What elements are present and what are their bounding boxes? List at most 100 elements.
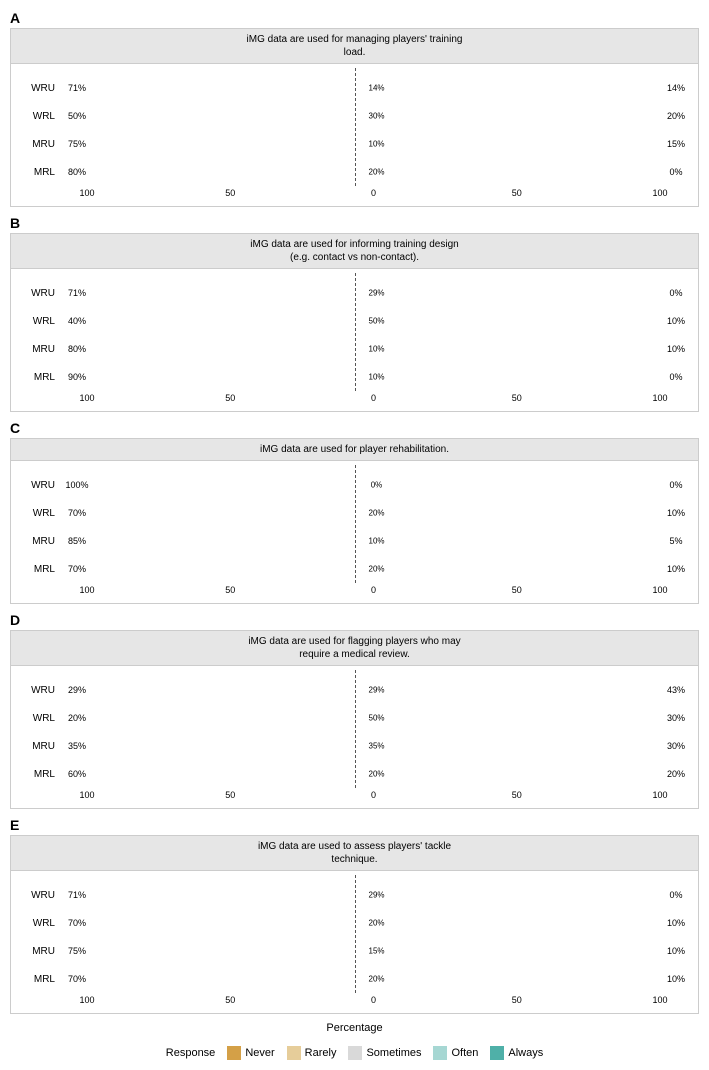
y-label: MRL: [17, 167, 61, 178]
chart-row: MRU85%10%5%: [17, 529, 692, 553]
right-pct-label: 10%: [660, 918, 692, 928]
legend-label: Often: [451, 1047, 478, 1059]
plot-area: WRU71%14%14%WRL50%30%20%MRU75%10%15%MRL8…: [10, 63, 699, 207]
chart-row: WRU71%29%0%: [17, 281, 692, 305]
panel-title: iMG data are used for informing training…: [10, 233, 699, 268]
chart-row: MRL70%20%10%: [17, 967, 692, 991]
left-pct-label: 71%: [61, 288, 93, 298]
chart-row: MRL90%10%0%: [17, 365, 692, 389]
chart-row: MRL70%20%10%: [17, 557, 692, 581]
right-pct-label: 43%: [660, 685, 692, 695]
bar-track: 10%: [93, 340, 660, 358]
bar-track: 29%: [93, 886, 660, 904]
right-pct-label: 14%: [660, 83, 692, 93]
panel-title: iMG data are used for flagging players w…: [10, 630, 699, 665]
chart-row: MRU80%10%10%: [17, 337, 692, 361]
legend-title: Response: [166, 1047, 216, 1059]
legend-swatch: [227, 1046, 241, 1060]
left-pct-label: 50%: [61, 111, 93, 121]
bar-track: 20%: [93, 970, 660, 988]
plot-area: WRU100%0%0%WRL70%20%10%MRU85%10%5%MRL70%…: [10, 460, 699, 604]
legend-label: Never: [245, 1047, 274, 1059]
y-label: WRU: [17, 83, 61, 94]
right-pct-label: 0%: [660, 890, 692, 900]
bar-track: 50%: [93, 312, 660, 330]
mid-pct-label: 20%: [368, 770, 384, 779]
chart-row: WRL50%30%20%: [17, 104, 692, 128]
left-pct-label: 40%: [61, 316, 93, 326]
chart-row: MRU75%10%15%: [17, 132, 692, 156]
panel-letter: A: [10, 10, 699, 26]
mid-pct-label: 20%: [368, 168, 384, 177]
y-label: WRL: [17, 918, 61, 929]
left-pct-label: 90%: [61, 372, 93, 382]
x-axis: 10050050100: [17, 188, 692, 202]
left-pct-label: 35%: [61, 741, 93, 751]
y-label: WRL: [17, 316, 61, 327]
x-tick: 0: [371, 393, 376, 403]
right-pct-label: 10%: [660, 946, 692, 956]
x-axis: 10050050100: [17, 995, 692, 1009]
bar-track: 29%: [93, 284, 660, 302]
chart-row: WRU71% 29% 0%: [17, 883, 692, 907]
bar-track: 20%: [93, 163, 660, 181]
panel-a: AiMG data are used for managing players'…: [10, 10, 699, 207]
chart-container: AiMG data are used for managing players'…: [10, 10, 699, 1060]
x-tick: 50: [225, 790, 235, 800]
right-pct-label: 5%: [660, 536, 692, 546]
left-pct-label: 85%: [61, 536, 93, 546]
left-pct-label: 29%: [61, 685, 93, 695]
right-pct-label: 10%: [660, 564, 692, 574]
x-axis-label: Percentage: [10, 1022, 699, 1034]
bar-track: 20%: [93, 560, 660, 578]
bar-track: 10%: [93, 135, 660, 153]
chart-row: WRL70%20%10%: [17, 501, 692, 525]
panel-c: CiMG data are used for player rehabilita…: [10, 420, 699, 604]
right-pct-label: 10%: [660, 974, 692, 984]
mid-pct-label: 20%: [368, 919, 384, 928]
x-tick: 0: [371, 585, 376, 595]
bar-track: 50%: [93, 709, 660, 727]
y-label: WRU: [17, 685, 61, 696]
bar-track: 20%: [93, 914, 660, 932]
left-pct-label: 70%: [61, 974, 93, 984]
bar-track: 10%: [93, 532, 660, 550]
y-label: MRL: [17, 372, 61, 383]
left-pct-label: 71%: [61, 890, 93, 900]
chart-row: WRL70%20%10%: [17, 911, 692, 935]
bar-track: 20%: [93, 504, 660, 522]
x-tick: 50: [225, 188, 235, 198]
y-label: MRU: [17, 536, 61, 547]
legend-swatch: [490, 1046, 504, 1060]
x-tick: 100: [79, 585, 94, 595]
legend-item-never: Never: [227, 1046, 274, 1060]
mid-pct-label: 29%: [368, 891, 384, 900]
panel-title: iMG data are used for player rehabilitat…: [10, 438, 699, 460]
legend-item-always: Always: [490, 1046, 543, 1060]
right-pct-label: 30%: [660, 741, 692, 751]
legend-swatch: [287, 1046, 301, 1060]
plot-area: WRU71%29%0%WRL70%20%10%MRU75%15%10%MRL70…: [10, 870, 699, 1014]
chart-row: WRL20%50%30%: [17, 706, 692, 730]
right-pct-label: 10%: [660, 508, 692, 518]
chart-row: MRU35%35%30%: [17, 734, 692, 758]
bar-track: 35%: [93, 737, 660, 755]
y-label: WRU: [17, 890, 61, 901]
mid-pct-label: 29%: [368, 686, 384, 695]
x-tick: 50: [512, 585, 522, 595]
left-pct-label: 60%: [61, 769, 93, 779]
y-label: MRU: [17, 139, 61, 150]
mid-pct-label: 35%: [368, 742, 384, 751]
right-pct-label: 30%: [660, 713, 692, 723]
x-tick: 100: [79, 393, 94, 403]
right-pct-label: 0%: [660, 288, 692, 298]
x-tick: 100: [652, 188, 667, 198]
y-label: MRL: [17, 769, 61, 780]
chart-row: WRU29%29%43%: [17, 678, 692, 702]
panel-d: DiMG data are used for flagging players …: [10, 612, 699, 809]
left-pct-label: 75%: [61, 139, 93, 149]
x-tick: 100: [652, 790, 667, 800]
mid-pct-label: 14%: [368, 84, 384, 93]
y-label: WRL: [17, 508, 61, 519]
left-pct-label: 70%: [61, 508, 93, 518]
